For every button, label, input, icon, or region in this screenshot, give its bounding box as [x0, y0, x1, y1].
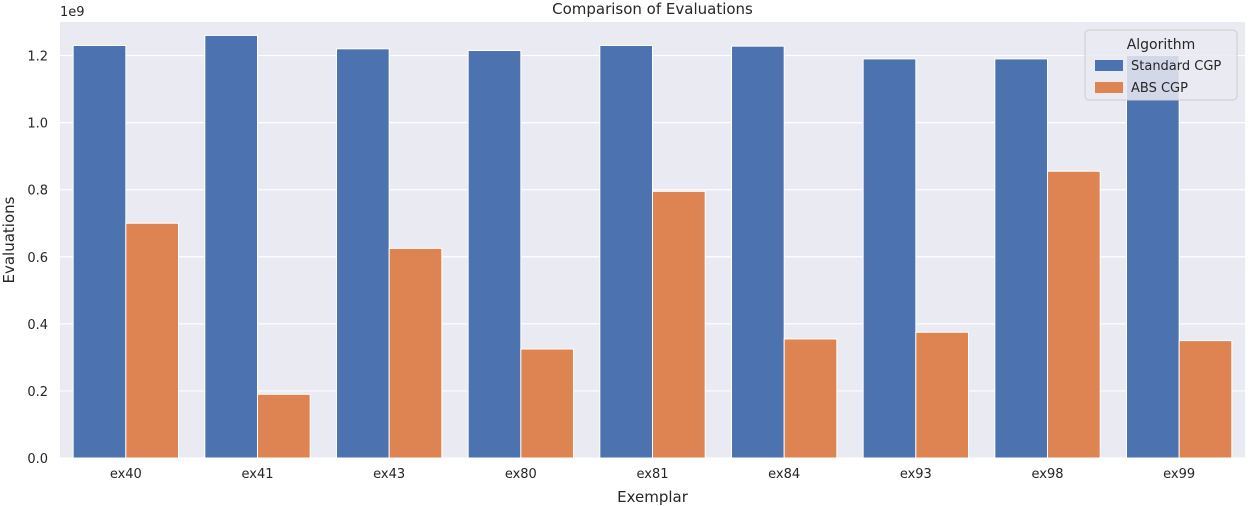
y-tick-label: 0.4 [27, 318, 48, 333]
x-tick-label: ex81 [636, 467, 668, 482]
x-axis-label: Exemplar [617, 488, 689, 506]
bar-abs-cgp-ex93 [915, 331, 969, 459]
legend-swatch [1095, 82, 1123, 93]
bar-standard-cgp-ex43 [336, 48, 390, 459]
bar-standard-cgp-ex41 [204, 34, 258, 459]
bar-abs-cgp-ex98 [1047, 170, 1101, 459]
y-offset-label: 1e9 [60, 5, 85, 20]
legend-label: ABS CGP [1131, 81, 1188, 96]
x-tick-label: ex80 [505, 467, 537, 482]
y-tick-label: 1.2 [27, 50, 48, 65]
bar-standard-cgp-ex80 [467, 50, 522, 459]
x-tick-label: ex43 [373, 467, 405, 482]
chart-title: Comparison of Evaluations [552, 0, 753, 18]
legend-swatch [1095, 60, 1123, 71]
x-tick-labels: ex40 ex41 ex43 ex80 ex81 ex84 ex93 ex98 ex99 [110, 467, 1195, 482]
bar-abs-cgp-ex41 [257, 393, 311, 459]
bar-standard-cgp-ex99 [1126, 55, 1180, 459]
bar-standard-cgp-ex98 [994, 58, 1048, 459]
y-tick-label: 0.6 [27, 251, 48, 266]
legend-label: Standard CGP [1131, 59, 1221, 74]
bar-abs-cgp-ex84 [783, 338, 838, 459]
y-tick-label: 0.8 [27, 184, 48, 199]
x-tick-label: ex93 [900, 467, 932, 482]
bar-standard-cgp-ex93 [862, 58, 917, 459]
y-tick-labels: 0.0 0.2 0.4 0.6 0.8 1.0 1.2 [27, 50, 48, 467]
bar-standard-cgp-ex40 [72, 44, 127, 459]
x-tick-label: ex41 [241, 467, 273, 482]
bar-abs-cgp-ex99 [1178, 340, 1233, 459]
y-tick-label: 0.0 [27, 452, 48, 467]
y-tick-label: 0.2 [27, 385, 48, 400]
y-axis-label: Evaluations [0, 196, 18, 283]
legend-title: Algorithm [1127, 37, 1196, 53]
x-tick-label: ex98 [1031, 467, 1063, 482]
x-tick-label: ex40 [110, 467, 142, 482]
x-tick-label: ex84 [768, 467, 800, 482]
bar-abs-cgp-ex81 [652, 190, 706, 459]
bar-abs-cgp-ex80 [520, 348, 574, 459]
bars [72, 34, 1233, 459]
y-tick-label: 1.0 [27, 117, 48, 132]
bar-abs-cgp-ex43 [388, 247, 443, 459]
x-tick-label: ex99 [1163, 467, 1195, 482]
legend: Algorithm Standard CGP ABS CGP [1084, 29, 1238, 101]
bar-abs-cgp-ex40 [125, 222, 180, 459]
bar-standard-cgp-ex81 [599, 44, 653, 459]
bar-standard-cgp-ex84 [731, 45, 785, 459]
